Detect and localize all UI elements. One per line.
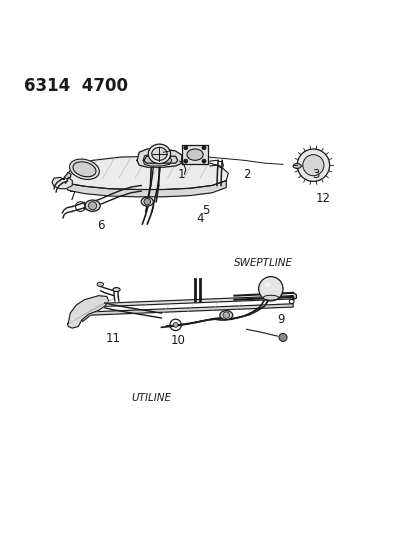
- Ellipse shape: [152, 147, 167, 160]
- Ellipse shape: [85, 200, 100, 212]
- Polygon shape: [67, 296, 109, 328]
- Ellipse shape: [141, 197, 153, 206]
- Polygon shape: [64, 156, 228, 190]
- Ellipse shape: [113, 288, 120, 292]
- Text: 8: 8: [287, 294, 295, 308]
- Text: SWEPTLINE: SWEPTLINE: [234, 259, 293, 268]
- Circle shape: [202, 159, 206, 163]
- Polygon shape: [82, 304, 293, 321]
- Polygon shape: [143, 154, 172, 166]
- Ellipse shape: [187, 149, 203, 160]
- Ellipse shape: [265, 283, 271, 287]
- Polygon shape: [182, 145, 208, 164]
- Circle shape: [279, 333, 287, 342]
- Circle shape: [184, 146, 188, 150]
- Polygon shape: [64, 180, 226, 197]
- Text: 5: 5: [202, 204, 210, 217]
- Circle shape: [297, 149, 330, 181]
- Text: 9: 9: [277, 313, 285, 327]
- Ellipse shape: [220, 311, 233, 320]
- Ellipse shape: [70, 159, 100, 180]
- Text: 10: 10: [170, 334, 185, 347]
- Polygon shape: [144, 156, 177, 163]
- Ellipse shape: [73, 161, 96, 177]
- Circle shape: [223, 312, 230, 318]
- Text: 6314  4700: 6314 4700: [24, 77, 128, 95]
- Text: 12: 12: [316, 192, 331, 205]
- Polygon shape: [82, 296, 293, 314]
- Text: 4: 4: [196, 212, 204, 225]
- Polygon shape: [52, 177, 72, 189]
- Text: 6: 6: [97, 219, 104, 232]
- Circle shape: [184, 159, 188, 163]
- Text: 3: 3: [312, 167, 319, 181]
- Text: 1: 1: [178, 167, 186, 181]
- Circle shape: [173, 322, 178, 327]
- Polygon shape: [64, 173, 71, 179]
- Text: 11: 11: [105, 332, 120, 345]
- Circle shape: [303, 155, 324, 176]
- Circle shape: [144, 198, 151, 205]
- Ellipse shape: [263, 295, 279, 300]
- Circle shape: [89, 201, 97, 210]
- Text: 7: 7: [69, 190, 76, 203]
- Circle shape: [202, 146, 206, 150]
- Ellipse shape: [148, 144, 171, 164]
- Ellipse shape: [97, 282, 104, 286]
- Text: 2: 2: [243, 167, 250, 181]
- Polygon shape: [137, 149, 182, 167]
- Circle shape: [259, 277, 283, 301]
- Text: UTILINE: UTILINE: [131, 393, 171, 403]
- Ellipse shape: [293, 164, 301, 168]
